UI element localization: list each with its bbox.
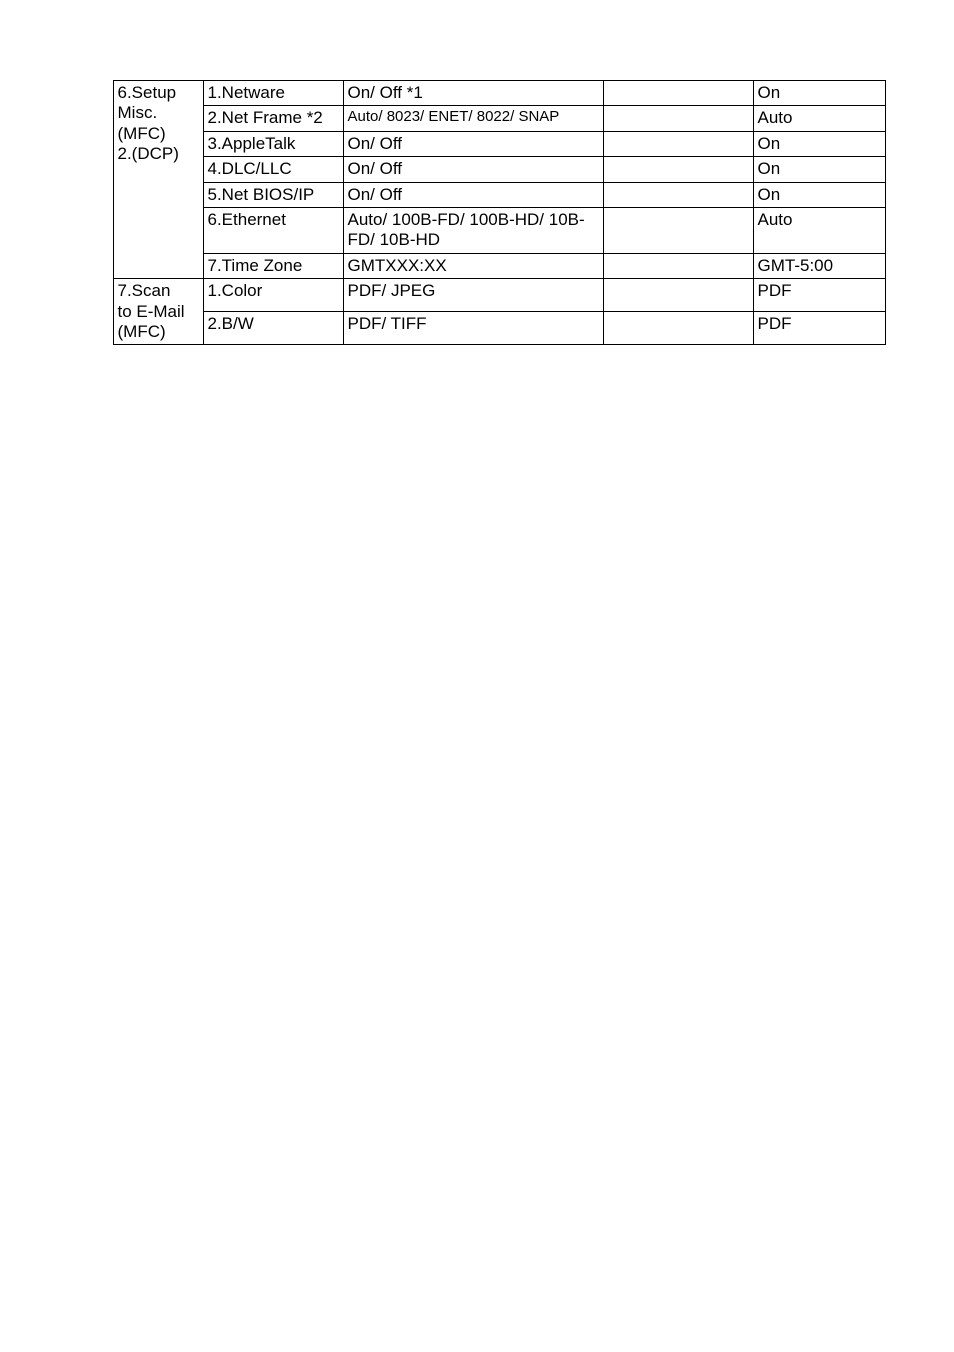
- extra-cell: [603, 279, 753, 312]
- extra-cell: [603, 182, 753, 207]
- default-cell: PDF: [753, 279, 885, 312]
- options-cell: PDF/ JPEG: [343, 279, 603, 312]
- default-cell: On: [753, 131, 885, 156]
- options-cell: Auto/ 100B-FD/ 100B-HD/ 10B-FD/ 10B-HD: [343, 207, 603, 253]
- item-cell: 5.Net BIOS/IP: [203, 182, 343, 207]
- item-cell: 6.Ethernet: [203, 207, 343, 253]
- default-cell: On: [753, 81, 885, 106]
- extra-cell: [603, 106, 753, 131]
- page: 6.Setup Misc. (MFC) 2.(DCP) 1.Netware On…: [0, 0, 954, 1352]
- options-cell: On/ Off: [343, 182, 603, 207]
- options-cell: PDF/ TIFF: [343, 312, 603, 345]
- options-cell: On/ Off: [343, 157, 603, 182]
- group-line: 7.Scan: [118, 281, 171, 300]
- options-cell: On/ Off *1: [343, 81, 603, 106]
- options-cell: Auto/ 8023/ ENET/ 8022/ SNAP: [343, 106, 603, 131]
- item-cell: 1.Netware: [203, 81, 343, 106]
- options-cell: On/ Off: [343, 131, 603, 156]
- table-row: 7.Scan to E-Mail (MFC) 1.Color PDF/ JPEG…: [65, 279, 885, 312]
- extra-cell: [603, 253, 753, 278]
- item-cell: 4.DLC/LLC: [203, 157, 343, 182]
- extra-cell: [603, 157, 753, 182]
- group-line: (MFC): [118, 124, 166, 143]
- default-cell: PDF: [753, 312, 885, 345]
- group-line: (MFC): [118, 322, 166, 341]
- item-cell: 7.Time Zone: [203, 253, 343, 278]
- default-cell: Auto: [753, 106, 885, 131]
- group-line: to E-Mail: [118, 302, 185, 321]
- default-cell: Auto: [753, 207, 885, 253]
- group-line: Misc.: [118, 103, 158, 122]
- extra-cell: [603, 81, 753, 106]
- extra-cell: [603, 312, 753, 345]
- extra-cell: [603, 207, 753, 253]
- default-cell: On: [753, 182, 885, 207]
- default-cell: GMT-5:00: [753, 253, 885, 278]
- item-cell: 2.Net Frame *2: [203, 106, 343, 131]
- lead-cell: [65, 81, 113, 345]
- group-cell-setup: 6.Setup Misc. (MFC) 2.(DCP): [113, 81, 203, 279]
- table-row: 6.Setup Misc. (MFC) 2.(DCP) 1.Netware On…: [65, 81, 885, 106]
- options-cell: GMTXXX:XX: [343, 253, 603, 278]
- default-cell: On: [753, 157, 885, 182]
- item-cell: 3.AppleTalk: [203, 131, 343, 156]
- item-cell: 1.Color: [203, 279, 343, 312]
- extra-cell: [603, 131, 753, 156]
- item-cell: 2.B/W: [203, 312, 343, 345]
- group-line: 2.(DCP): [118, 144, 179, 163]
- group-cell-scan: 7.Scan to E-Mail (MFC): [113, 279, 203, 345]
- menu-table: 6.Setup Misc. (MFC) 2.(DCP) 1.Netware On…: [65, 80, 886, 345]
- group-line: 6.Setup: [118, 83, 177, 102]
